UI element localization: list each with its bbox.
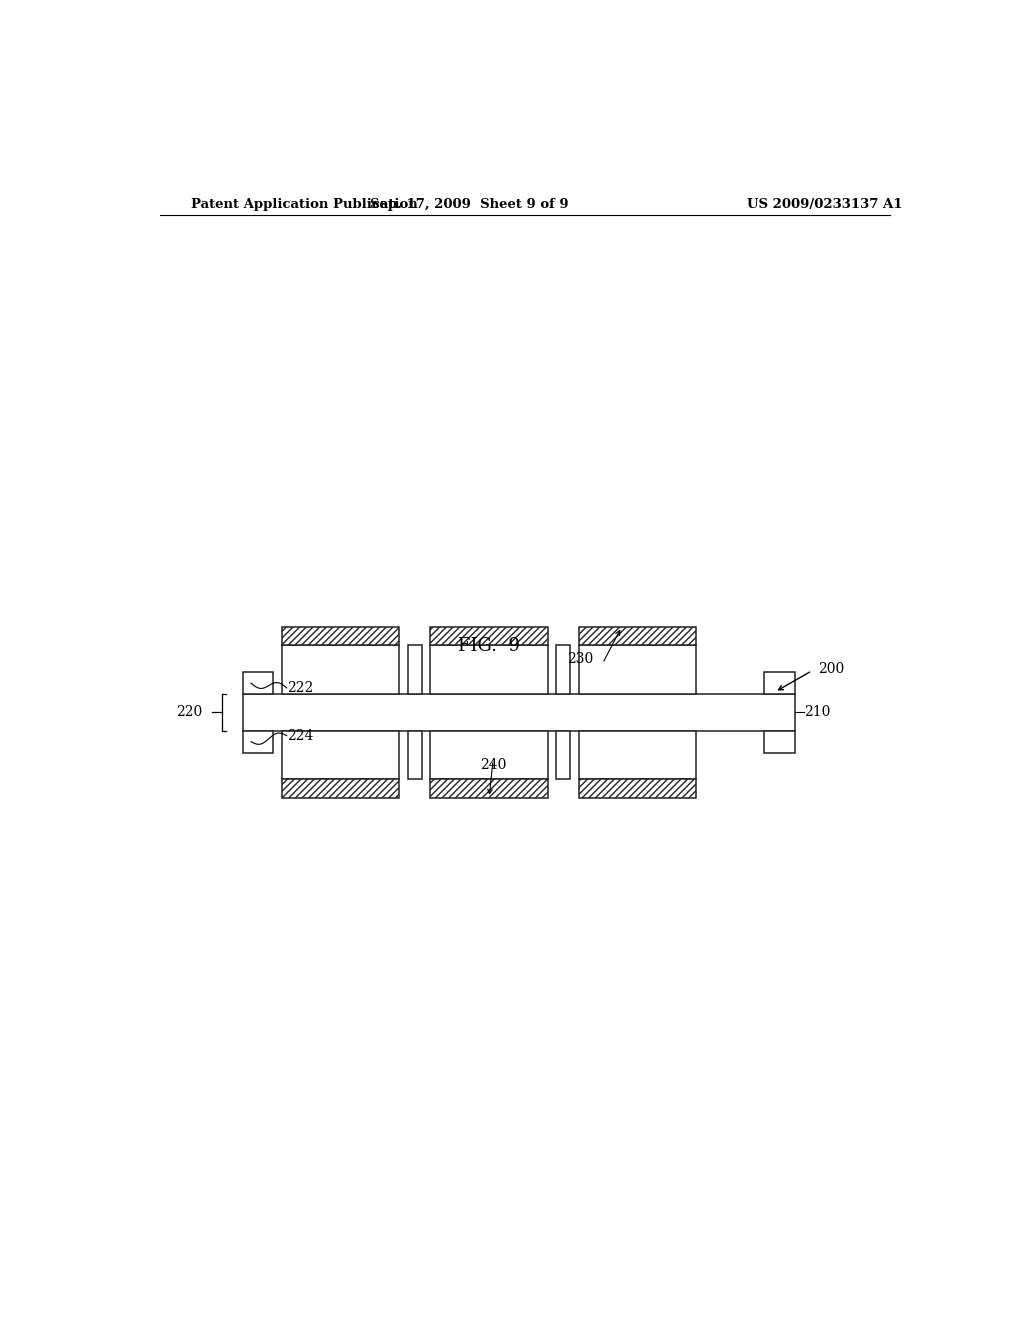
- Bar: [243, 672, 273, 694]
- Text: Sep. 17, 2009  Sheet 9 of 9: Sep. 17, 2009 Sheet 9 of 9: [370, 198, 568, 211]
- Text: 230: 230: [567, 652, 594, 667]
- Text: 224: 224: [287, 729, 313, 743]
- Bar: [243, 731, 273, 752]
- Bar: [579, 779, 696, 797]
- Bar: [579, 645, 696, 694]
- Text: 240: 240: [480, 758, 506, 772]
- Bar: [408, 731, 422, 779]
- Bar: [282, 627, 399, 645]
- Text: 222: 222: [287, 681, 313, 694]
- Bar: [243, 694, 795, 731]
- Bar: [408, 645, 422, 694]
- Bar: [556, 645, 570, 694]
- Bar: [282, 731, 399, 779]
- Text: FIG.  9: FIG. 9: [458, 638, 520, 655]
- Bar: [430, 779, 548, 797]
- Bar: [579, 731, 696, 779]
- Text: Patent Application Publication: Patent Application Publication: [191, 198, 418, 211]
- Bar: [282, 779, 399, 797]
- Bar: [282, 645, 399, 694]
- Bar: [765, 731, 795, 752]
- Text: 210: 210: [804, 705, 830, 719]
- Bar: [765, 672, 795, 694]
- Bar: [430, 627, 548, 645]
- Text: 200: 200: [818, 661, 845, 676]
- Bar: [430, 731, 548, 779]
- Bar: [556, 731, 570, 779]
- Bar: [430, 645, 548, 694]
- Bar: [579, 627, 696, 645]
- Text: US 2009/0233137 A1: US 2009/0233137 A1: [748, 198, 902, 211]
- Text: 220: 220: [176, 705, 202, 719]
